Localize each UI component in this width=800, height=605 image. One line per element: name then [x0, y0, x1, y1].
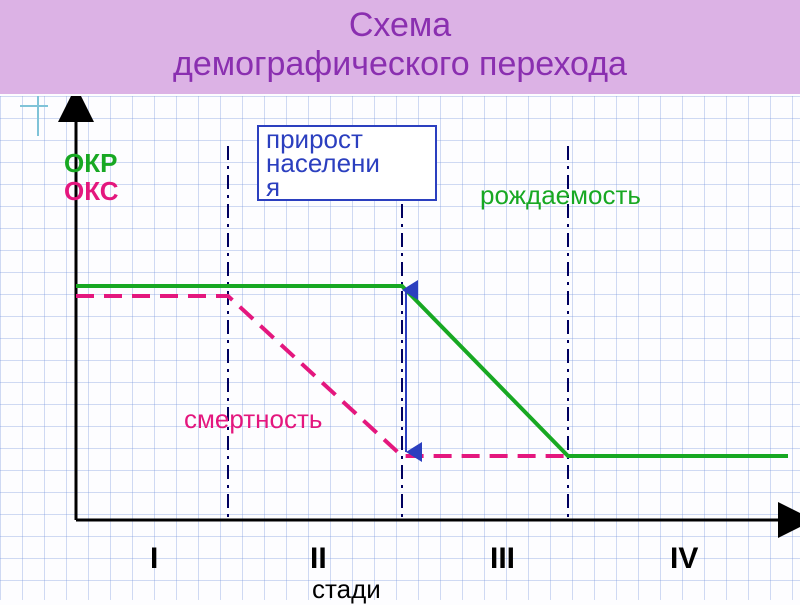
stage-numeral: I	[150, 542, 158, 576]
title-line-1: Схема	[0, 6, 800, 45]
title-line-2: демографического перехода	[0, 45, 800, 84]
title-header: Схема демографического перехода	[0, 0, 800, 94]
label-birth: рождаемость	[480, 180, 641, 211]
label-okr: ОКР	[64, 148, 117, 179]
growth-label-text: приростнаселения	[266, 128, 380, 200]
stage-numeral: II	[310, 542, 327, 576]
demographic-transition-diagram	[0, 96, 800, 600]
label-stage-caption: стади	[312, 574, 381, 605]
fertility-line	[76, 286, 788, 456]
stage-numeral: IV	[670, 542, 698, 576]
stage-numeral: III	[490, 542, 515, 576]
label-oks: ОКС	[64, 176, 119, 207]
label-death: смертность	[184, 404, 322, 435]
mortality-line	[76, 296, 788, 456]
